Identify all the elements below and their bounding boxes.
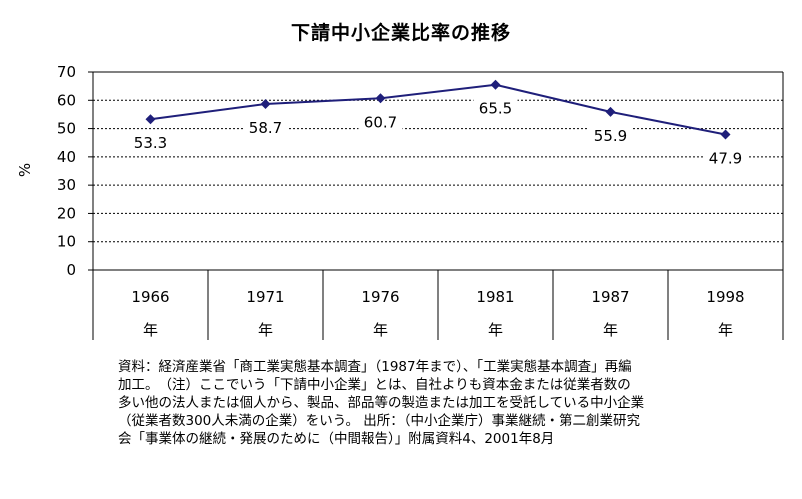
- x-tick-label-suffix: 年: [143, 321, 158, 339]
- y-tick-label: 40: [57, 148, 76, 166]
- x-tick-label-suffix: 年: [373, 321, 388, 339]
- x-tick-label-suffix: 年: [488, 321, 503, 339]
- x-tick-label-suffix: 年: [258, 321, 273, 339]
- y-tick-label: 0: [66, 261, 76, 279]
- data-point: [260, 98, 271, 109]
- data-label: 55.9: [594, 127, 627, 145]
- data-label-bg: [128, 133, 173, 153]
- source-note-line: 多い他の法人または個人から、製品、部品等の製造または加工を受託している中小企業: [118, 395, 645, 411]
- series: [145, 79, 731, 140]
- data-label-bg: [473, 98, 518, 118]
- chart-title: 下請中小企業比率の推移: [290, 22, 511, 44]
- data-label: 47.9: [709, 150, 742, 168]
- data-point: [375, 93, 386, 104]
- source-note-line: 資料：経済産業省「商工業実態基本調査」（1987年まで）、「工業実態基本調査」再…: [118, 359, 632, 375]
- data-point: [605, 106, 616, 117]
- source-note-line: 会「事業体の継続・発展のために（中間報告）」附属資料4、2001年8月: [118, 431, 555, 447]
- y-tick-label: 70: [57, 63, 76, 81]
- x-tick-label: 1981: [476, 288, 514, 306]
- data-label-bg: [358, 112, 403, 132]
- y-axis-label: %: [16, 163, 34, 177]
- data-labels: 53.3 58.7 60.7 65.5 55.9 47.9: [128, 98, 748, 168]
- y-tick-label: 10: [57, 233, 76, 251]
- x-tick-label: 1987: [591, 288, 629, 306]
- data-label-bg: [243, 117, 288, 137]
- y-tick-label: 50: [57, 120, 76, 138]
- y-tick-label: 20: [57, 204, 76, 222]
- x-tick-label: 1976: [361, 288, 399, 306]
- data-point: [145, 114, 156, 125]
- data-label: 60.7: [364, 113, 397, 131]
- axes: 0 10 20 30 40 50 60 70: [57, 63, 784, 279]
- category-table: 1966 年 1971 年 1976 年 1981 年 1987 年 1998 年: [92, 270, 784, 340]
- gridlines: [93, 71, 783, 243]
- data-point: [490, 79, 501, 90]
- y-tick-label: 60: [57, 91, 76, 109]
- data-label-bg: [588, 125, 633, 145]
- data-point: [720, 129, 731, 140]
- source-note-line: （従業者数300人未満の企業）をいう。 出所：（中小企業庁）事業継続・第二創業研…: [118, 413, 640, 429]
- source-note-line: 加工。 （注）ここでいう「下請中小企業」とは、自社よりも資本金または従業者数の: [118, 377, 631, 393]
- data-label: 53.3: [134, 134, 167, 152]
- x-tick-label-suffix: 年: [718, 321, 733, 339]
- series-line: [150, 83, 726, 136]
- x-tick-label-suffix: 年: [603, 321, 618, 339]
- x-tick-label: 1971: [246, 288, 284, 306]
- x-tick-label: 1966: [131, 288, 169, 306]
- data-label-bg: [703, 148, 748, 168]
- x-tick-label: 1998: [706, 288, 744, 306]
- data-label: 58.7: [249, 119, 282, 137]
- y-tick-label: 30: [57, 176, 76, 194]
- data-label: 65.5: [479, 100, 512, 118]
- source-note: 資料：経済産業省「商工業実態基本調査」（1987年まで）、「工業実態基本調査」再…: [118, 358, 758, 448]
